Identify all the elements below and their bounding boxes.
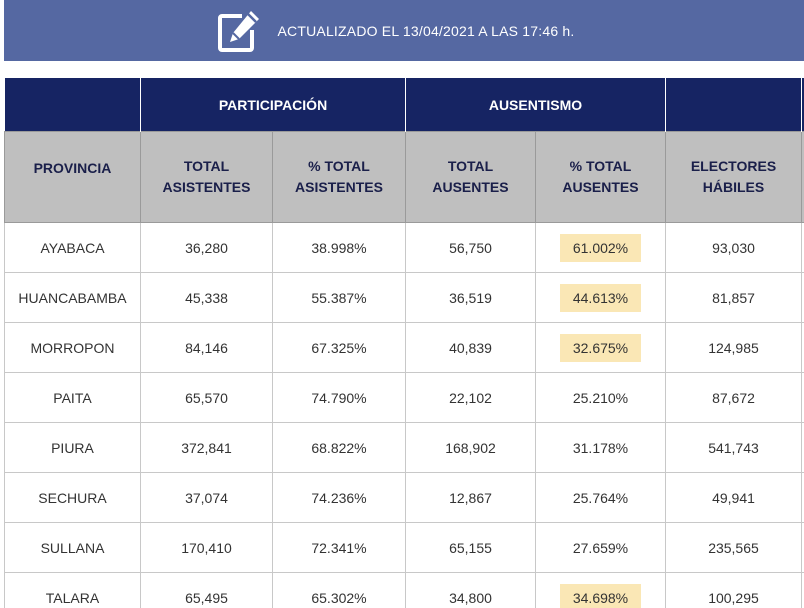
cell-pct-ausentes: 61.002%: [535, 222, 666, 273]
column-header-row: PROVINCIA TOTAL ASISTENTES % TOTAL ASIST…: [4, 131, 804, 223]
group-header-empty: [4, 78, 141, 132]
column-header-total-ausentes: TOTAL AUSENTES: [405, 131, 536, 223]
table-row: PIURA 372,841 68.822% 168,902 31.178% 541,743: [4, 422, 804, 473]
column-header-electores: ELECTORES HÁBILES: [665, 131, 802, 223]
cell-electores: 93,030: [665, 222, 802, 273]
results-table: PARTICIPACIÓN AUSENTISMO PROVINCIA TOTAL…: [4, 78, 804, 608]
table-row: MORROPON 84,146 67.325% 40,839 32.675% 124,98…: [4, 322, 804, 373]
cell-pct-ausentes: 25.764%: [535, 472, 666, 523]
column-header-total-asistentes: TOTAL ASISTENTES: [140, 131, 273, 223]
cell-provincia: PAITA: [4, 372, 141, 423]
highlighted-value: 34.698%: [559, 583, 642, 608]
cell-provincia: SULLANA: [4, 522, 141, 573]
highlighted-value: 32.675%: [559, 333, 642, 362]
cell-total-ausentes: 168,902: [405, 422, 536, 473]
cell-total-asistentes: 65,495: [140, 572, 273, 608]
cell-provincia: SECHURA: [4, 472, 141, 523]
cell-provincia: MORROPON: [4, 322, 141, 373]
banner-content: ACTUALIZADO EL 13/04/2021 A LAS 17:46 h.: [214, 8, 575, 54]
cell-total-asistentes: 170,410: [140, 522, 273, 573]
column-header-pct-asistentes: % TOTAL ASISTENTES: [272, 131, 406, 223]
results-table-container[interactable]: PARTICIPACIÓN AUSENTISMO PROVINCIA TOTAL…: [4, 78, 804, 608]
table-row: PAITA 65,570 74.790% 22,102 25.210% 87,672: [4, 372, 804, 423]
cell-total-ausentes: 40,839: [405, 322, 536, 373]
cell-pct-ausentes: 31.178%: [535, 422, 666, 473]
cell-total-asistentes: 65,570: [140, 372, 273, 423]
cell-total-asistentes: 84,146: [140, 322, 273, 373]
cell-pct-asistentes: 72.341%: [272, 522, 406, 573]
cell-provincia: TALARA: [4, 572, 141, 608]
table-row: SULLANA 170,410 72.341% 65,155 27.659% 235,56…: [4, 522, 804, 573]
cell-total-ausentes: 34,800: [405, 572, 536, 608]
column-header-provincia: PROVINCIA: [4, 131, 141, 223]
update-banner: ACTUALIZADO EL 13/04/2021 A LAS 17:46 h.: [4, 0, 804, 61]
cell-total-asistentes: 372,841: [140, 422, 273, 473]
cell-pct-ausentes: 34.698%: [535, 572, 666, 608]
highlighted-value: 61.002%: [559, 233, 642, 262]
cell-pct-asistentes: 55.387%: [272, 272, 406, 323]
group-header-stub: [801, 78, 804, 132]
cell-electores: 124,985: [665, 322, 802, 373]
table-row: TALARA 65,495 65.302% 34,800 34.698% 100,295: [4, 572, 804, 608]
cell-electores: 100,295: [665, 572, 802, 608]
table-row: SECHURA 37,074 74.236% 12,867 25.764% 49,941: [4, 472, 804, 523]
cell-stub: [801, 572, 804, 608]
cell-electores: 87,672: [665, 372, 802, 423]
cell-pct-asistentes: 65.302%: [272, 572, 406, 608]
group-header-row: PARTICIPACIÓN AUSENTISMO: [4, 78, 804, 132]
cell-pct-asistentes: 74.790%: [272, 372, 406, 423]
cell-provincia: PIURA: [4, 422, 141, 473]
cell-pct-ausentes: 32.675%: [535, 322, 666, 373]
table-body: AYABACA 36,280 38.998% 56,750 61.002% 93,030 H…: [4, 222, 804, 608]
cell-total-ausentes: 65,155: [405, 522, 536, 573]
cell-electores: 541,743: [665, 422, 802, 473]
cell-total-asistentes: 45,338: [140, 272, 273, 323]
column-header-pct-ausentes: % TOTAL AUSENTES: [535, 131, 666, 223]
group-header-empty-right: [665, 78, 802, 132]
cell-total-ausentes: 36,519: [405, 272, 536, 323]
cell-provincia: AYABACA: [4, 222, 141, 273]
cell-pct-ausentes: 44.613%: [535, 272, 666, 323]
edit-icon: [214, 8, 262, 54]
cell-pct-asistentes: 38.998%: [272, 222, 406, 273]
update-timestamp: ACTUALIZADO EL 13/04/2021 A LAS 17:46 h.: [277, 22, 575, 39]
highlighted-value: 44.613%: [559, 283, 642, 312]
cell-pct-asistentes: 68.822%: [272, 422, 406, 473]
cell-electores: 49,941: [665, 472, 802, 523]
cell-total-asistentes: 36,280: [140, 222, 273, 273]
cell-total-asistentes: 37,074: [140, 472, 273, 523]
cell-pct-asistentes: 74.236%: [272, 472, 406, 523]
cell-electores: 81,857: [665, 272, 802, 323]
cell-provincia: HUANCABAMBA: [4, 272, 141, 323]
cell-electores: 235,565: [665, 522, 802, 573]
cell-total-ausentes: 12,867: [405, 472, 536, 523]
group-header-participacion: PARTICIPACIÓN: [140, 78, 406, 132]
table-row: HUANCABAMBA 45,338 55.387% 36,519 44.613% 81,…: [4, 272, 804, 323]
cell-total-ausentes: 56,750: [405, 222, 536, 273]
cell-pct-ausentes: 25.210%: [535, 372, 666, 423]
cell-total-ausentes: 22,102: [405, 372, 536, 423]
group-header-ausentismo: AUSENTISMO: [405, 78, 666, 132]
table-row: AYABACA 36,280 38.998% 56,750 61.002% 93,030: [4, 222, 804, 273]
cell-pct-asistentes: 67.325%: [272, 322, 406, 373]
cell-pct-ausentes: 27.659%: [535, 522, 666, 573]
